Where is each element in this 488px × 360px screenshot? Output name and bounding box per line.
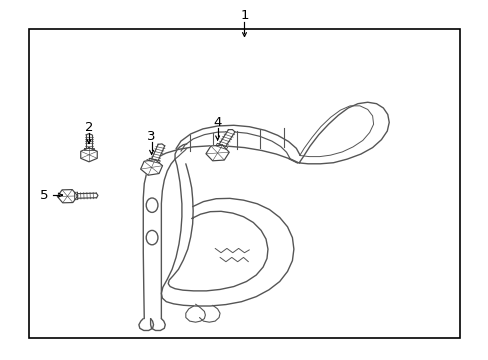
Polygon shape (81, 148, 97, 162)
Ellipse shape (146, 230, 158, 245)
Text: 2: 2 (84, 121, 93, 134)
Polygon shape (84, 148, 94, 150)
Polygon shape (205, 145, 229, 161)
Text: 1: 1 (240, 9, 248, 22)
Bar (29, 29, 459, 338)
Polygon shape (74, 192, 78, 200)
Polygon shape (78, 193, 96, 198)
Polygon shape (86, 135, 92, 148)
Polygon shape (148, 158, 160, 163)
Ellipse shape (146, 198, 158, 212)
Polygon shape (151, 144, 164, 160)
Text: 4: 4 (213, 116, 222, 129)
Text: 3: 3 (147, 130, 156, 143)
Polygon shape (57, 190, 78, 203)
Polygon shape (141, 159, 162, 175)
Polygon shape (215, 143, 227, 149)
Polygon shape (219, 130, 234, 146)
Text: 5: 5 (40, 189, 48, 202)
